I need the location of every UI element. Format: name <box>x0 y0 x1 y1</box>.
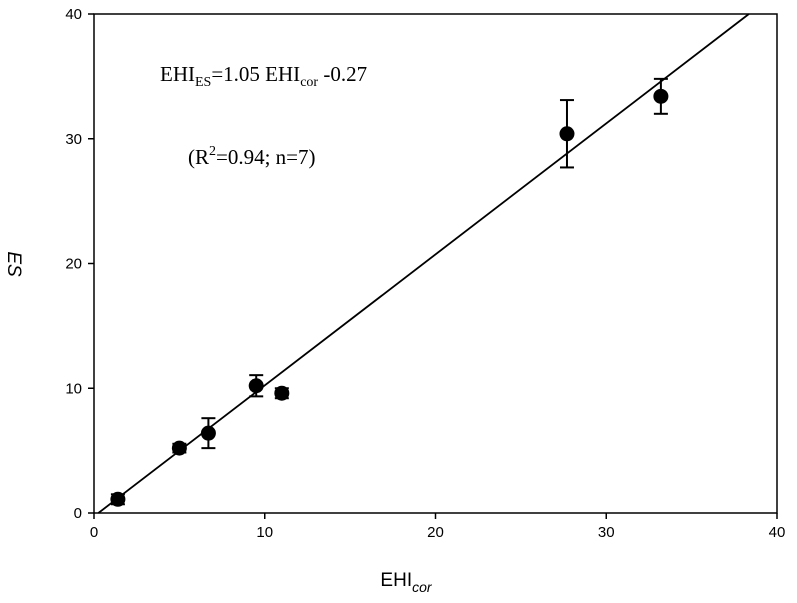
fit-statistics: (R2=0.94; n=7) <box>188 144 316 169</box>
data-point-group <box>559 99 575 169</box>
axis-ticks: 0 10 20 30 40 0 10 20 30 40 <box>65 6 785 541</box>
y-tick-label: 10 <box>65 380 82 397</box>
data-point <box>274 385 290 401</box>
data-point-group <box>200 417 216 450</box>
data-point <box>110 491 126 507</box>
y-axis-title: ES <box>3 251 24 277</box>
x-tick-label: 20 <box>427 524 444 541</box>
y-tick-label: 40 <box>65 6 82 23</box>
x-tick-label: 30 <box>598 524 615 541</box>
x-tick-label: 10 <box>256 524 273 541</box>
data-point-group <box>110 491 126 507</box>
data-point-group <box>171 440 187 456</box>
data-points <box>110 77 669 507</box>
data-point <box>248 378 264 394</box>
y-tick-label: 20 <box>65 256 82 273</box>
x-tick-label: 40 <box>769 524 786 541</box>
y-tick-label: 30 <box>65 131 82 148</box>
x-axis-title: EHIcor <box>380 570 432 595</box>
data-point-group <box>653 77 669 115</box>
data-point <box>200 425 216 441</box>
x-tick-label: 0 <box>90 524 98 541</box>
data-point-group <box>248 374 264 398</box>
y-tick-label: 0 <box>74 505 82 522</box>
data-point <box>653 88 669 104</box>
data-point <box>171 440 187 456</box>
regression-equation: EHIES=1.05 EHIcor -0.27 <box>160 62 367 90</box>
data-point-group <box>274 385 290 401</box>
data-point <box>559 126 575 142</box>
